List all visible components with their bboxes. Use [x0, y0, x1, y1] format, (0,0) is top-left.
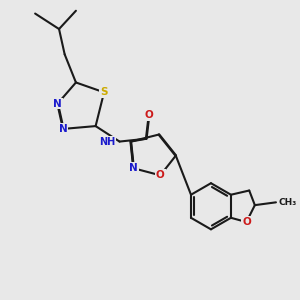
Text: N: N: [53, 99, 62, 109]
Text: CH₃: CH₃: [279, 198, 297, 207]
Text: N: N: [59, 124, 68, 134]
Text: O: O: [156, 170, 165, 180]
Text: O: O: [145, 110, 153, 120]
Text: O: O: [242, 217, 251, 227]
Text: S: S: [100, 87, 108, 97]
Text: N: N: [129, 163, 138, 173]
Text: NH: NH: [99, 136, 115, 147]
